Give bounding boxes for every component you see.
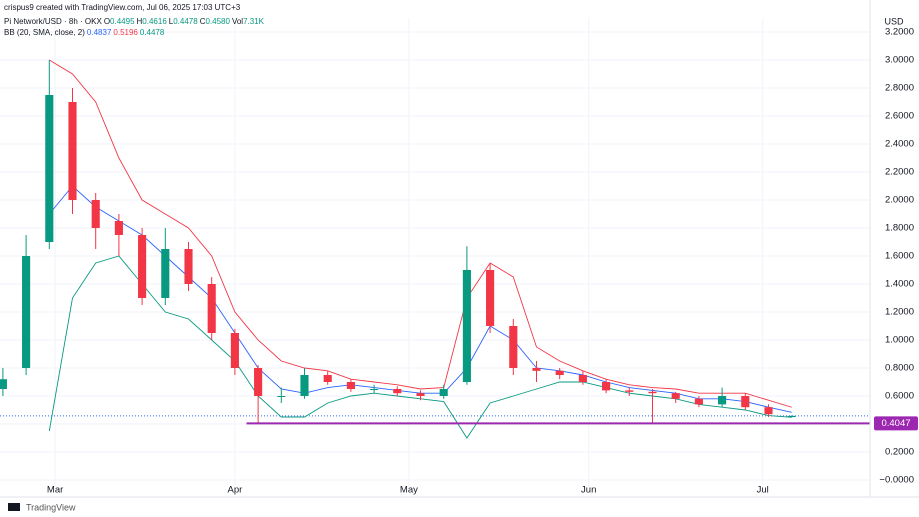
candle-body [741,396,750,408]
y-tick-label: −0.0000 [879,475,914,486]
candle-body [277,396,286,397]
indicator: BB (20, SMA, close, 2) [4,28,85,37]
y-tick-label: 0.8000 [885,363,914,374]
candle-body [671,393,680,399]
candle-body [509,326,518,368]
candle-body [161,249,170,298]
ohlc-value: 0.4580 [205,17,230,26]
ohlc-value: 0.4478 [173,17,198,26]
x-tick-label: Apr [228,485,243,496]
support-label: 0.4047 [881,418,910,429]
candle-body [416,393,425,396]
candle-body [138,235,147,298]
candle-body [578,375,587,382]
candle-body [764,407,773,415]
y-tick-label: 2.6000 [885,111,914,122]
indicator-row: BB (20, SMA, close, 2) 0.4837 0.5196 0.4478 [4,27,266,38]
candle-body [184,249,193,284]
brand-logo [8,503,20,511]
ohlc-key: H [136,17,143,26]
bb-line [48,255,792,439]
candle-body [254,368,263,396]
currency: USD [884,16,904,26]
ohlc-value: 0.4495 [110,17,135,26]
credit: crispus9 created with TradingView.com, J… [4,3,241,12]
candle-body [602,382,611,391]
candle-body [625,390,634,392]
candle-body [0,379,7,389]
y-tick-label: 2.2000 [885,167,914,178]
candle-body [462,270,471,382]
candle-body [114,221,123,235]
indicator-value: 0.4478 [139,28,165,37]
ohlc-key: C [199,17,206,26]
plot [0,18,870,487]
candle-body [323,375,332,382]
indicator-value: 0.5196 [113,28,138,37]
y-tick-label: 0.6000 [885,391,914,402]
ohlc-value: 7.31K [243,17,264,26]
header: crispus9 created with TradingView.com, J… [4,2,266,38]
candle-body [718,396,727,405]
candle-body [370,389,379,390]
candle-body [68,102,77,200]
x-tick-label: Jul [757,485,769,496]
candle-body [439,389,448,396]
y-tick-label: 3.0000 [885,55,914,66]
y-tick-label: 0.2000 [885,447,914,458]
y-tick-label: 2.0000 [885,195,914,206]
x-tick-label: Jun [581,485,596,496]
candle-body [22,256,31,368]
candle-body [694,398,703,405]
x-tick-label: May [400,485,418,496]
candle-body [393,389,402,394]
support-label-bg [874,416,918,431]
y-tick-label: 1.6000 [885,251,914,262]
y-tick-label: 1.4000 [885,279,914,290]
x-tick-label: Mar [47,485,63,496]
indicator-value: 0.4837 [86,28,112,37]
candle-body [648,391,657,394]
symbol: Pi Network/USD · 8h · OKX [4,17,102,26]
y-tick-label: 1.8000 [885,223,914,234]
candle-body [346,382,355,389]
ohlc-value: 0.4616 [142,17,167,26]
candle-body [45,95,54,242]
y-tick-label: 2.8000 [885,83,914,94]
bb-line [48,185,792,413]
candle-body [486,270,495,326]
ohlc-key: Vol [231,17,244,26]
candle-body [230,333,239,368]
legend-row: Pi Network/USD · 8h · OKX O0.4495 H0.4616 L… [4,16,266,27]
candle-body [300,375,309,396]
ohlc-key: L [168,17,174,26]
y-tick-label: 1.0000 [885,335,914,346]
brand: TradingView [26,502,76,512]
candle-body [555,370,564,375]
candle-body [532,368,541,371]
ohlc-key: O [103,17,111,26]
candle-body [91,200,100,228]
candle-body [207,284,216,333]
y-tick-label: 1.2000 [885,307,914,318]
y-tick-label: 2.4000 [885,139,914,150]
bb-line [49,59,792,408]
y-tick-label: 3.2000 [885,27,914,38]
candle-body [787,415,796,418]
